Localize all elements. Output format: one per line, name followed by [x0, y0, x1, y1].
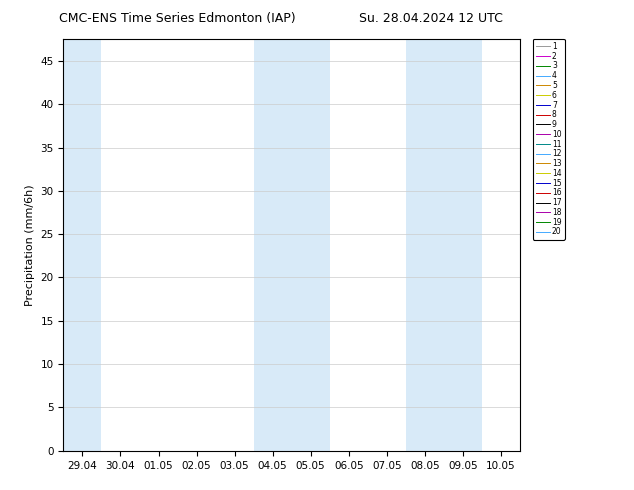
- Legend: 1, 2, 3, 4, 5, 6, 7, 8, 9, 10, 11, 12, 13, 14, 15, 16, 17, 18, 19, 20: 1, 2, 3, 4, 5, 6, 7, 8, 9, 10, 11, 12, 1…: [533, 39, 565, 240]
- Y-axis label: Precipitation (mm/6h): Precipitation (mm/6h): [25, 184, 35, 306]
- Text: Su. 28.04.2024 12 UTC: Su. 28.04.2024 12 UTC: [359, 12, 503, 25]
- Bar: [406, 39, 482, 451]
- Bar: [254, 39, 330, 451]
- Bar: [63, 39, 101, 451]
- Text: CMC-ENS Time Series Edmonton (IAP): CMC-ENS Time Series Edmonton (IAP): [59, 12, 296, 25]
